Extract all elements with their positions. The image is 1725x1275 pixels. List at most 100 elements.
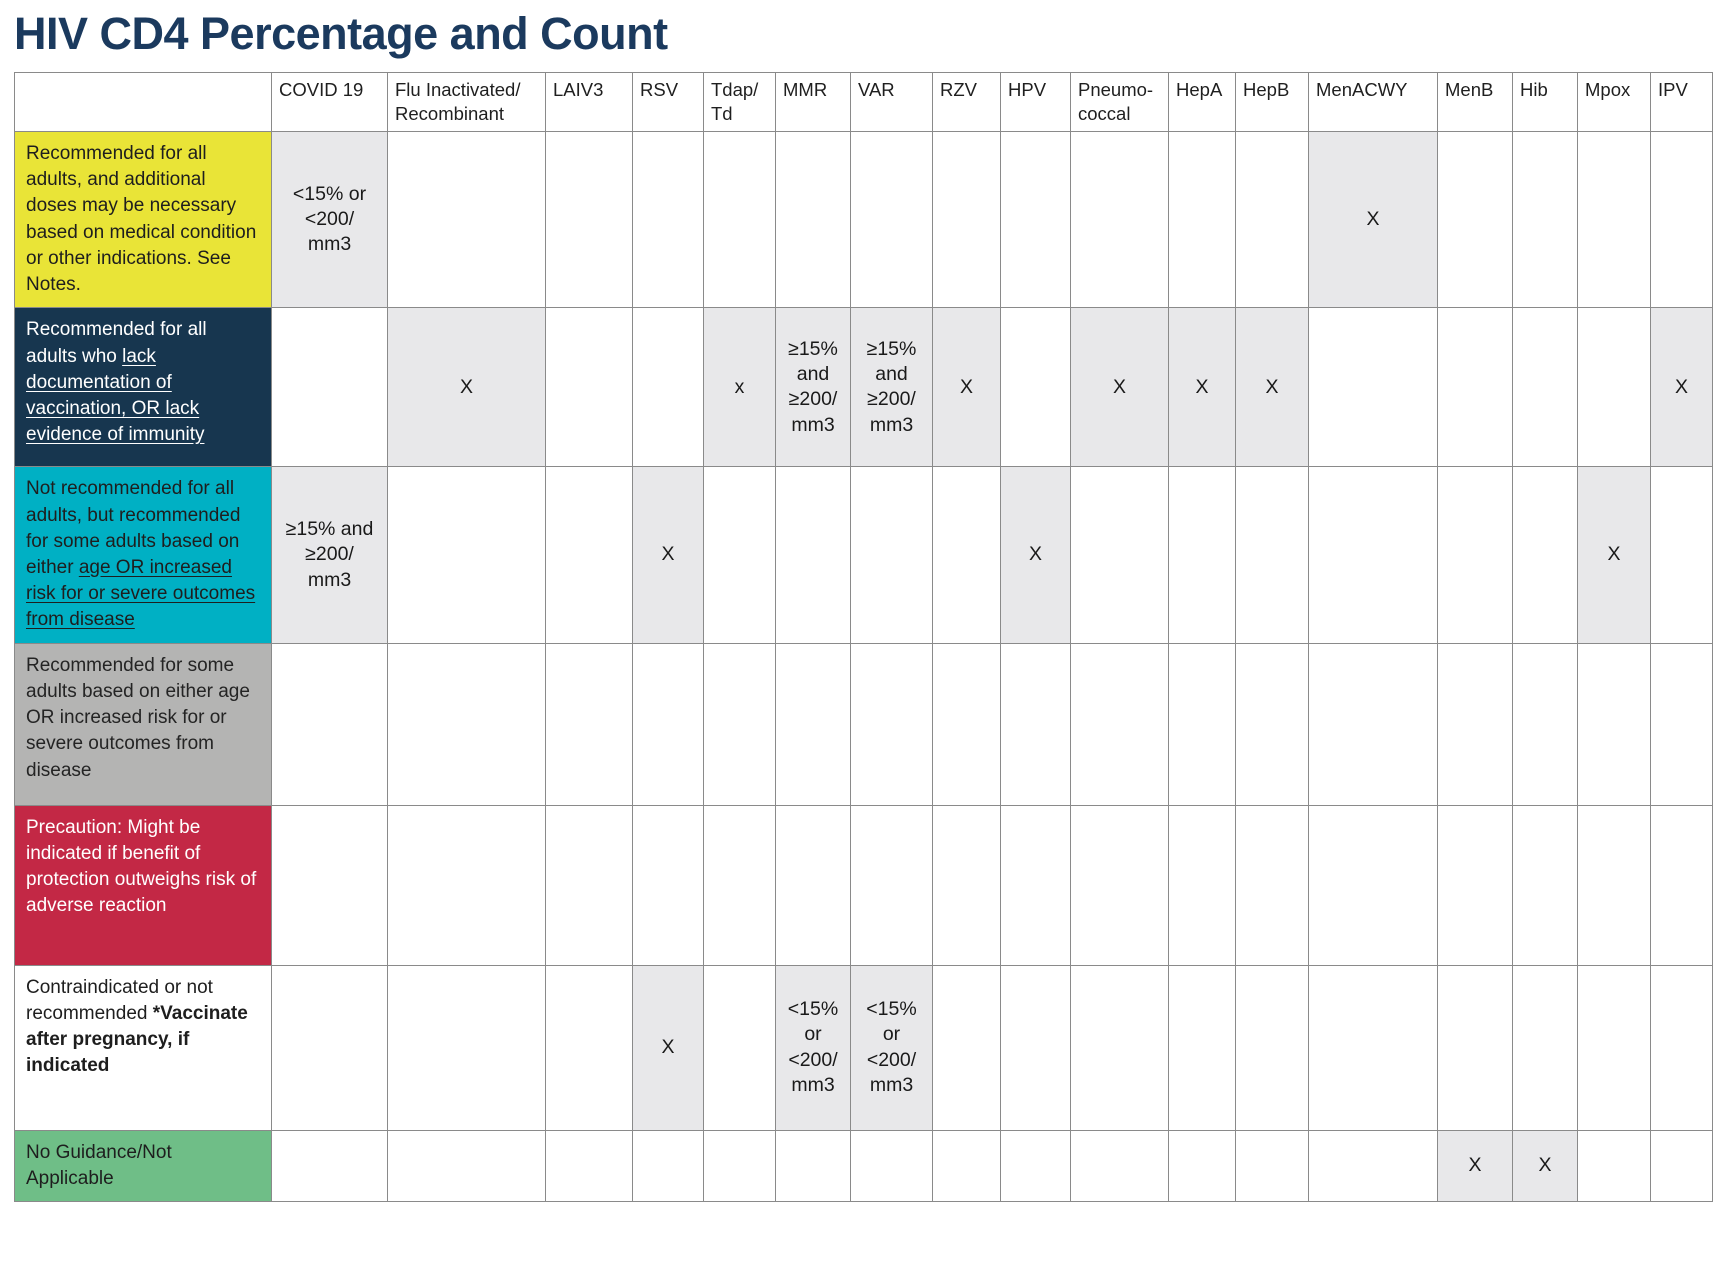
- cell-no-guidance-mmr: [775, 1129, 851, 1203]
- cell-contraindicated-tdap: [703, 964, 776, 1131]
- cell-all-adults-flu: [387, 130, 546, 309]
- col-header-hepa: HepA: [1168, 72, 1236, 132]
- cell-all-adults-rzv: [932, 130, 1001, 309]
- cell-no-guidance-hepa: [1168, 1129, 1236, 1203]
- cell-no-guidance-tdap: [703, 1129, 776, 1203]
- row-label-text: Not recommended for all adults, but reco…: [26, 478, 241, 578]
- vaccine-recommendation-table: COVID 19 Flu Inactivated/ Recombinant LAIV…: [14, 72, 1713, 1203]
- row-label-text: lack documentation of vaccination, OR la…: [26, 345, 205, 446]
- row-no-guidance: No Guidance/Not Applicable X X: [14, 1129, 1713, 1203]
- cell-no-guidance-menb: X: [1437, 1129, 1513, 1203]
- cell-all-adults-hib: [1512, 130, 1578, 309]
- cell-precaution-var: [850, 804, 933, 966]
- row-label-some-adults: Recommended for some adults based on eit…: [14, 642, 272, 806]
- cell-lack-documentation-menacwy: [1308, 307, 1438, 468]
- cell-some-adults-hpv: [1000, 642, 1071, 806]
- row-label-no-guidance: No Guidance/Not Applicable: [14, 1129, 272, 1203]
- cell-precaution-menb: [1437, 804, 1513, 966]
- cell-lack-documentation-pneumococcal: X: [1070, 307, 1169, 468]
- cell-not-recommended-all-hepb: [1235, 466, 1309, 644]
- row-label-text: No Guidance/Not Applicable: [26, 1141, 172, 1189]
- corner-cell: [14, 72, 272, 132]
- cell-no-guidance-rsv: [632, 1129, 704, 1203]
- cell-no-guidance-covid19: [271, 1129, 388, 1203]
- row-label-text: Recommended for all adults who: [26, 319, 207, 367]
- cell-lack-documentation-hpv: [1000, 307, 1071, 468]
- col-header-hib: Hib: [1512, 72, 1578, 132]
- row-label-text: Precaution: Might be indicated if benefi…: [26, 816, 257, 917]
- cell-contraindicated-mmr: <15% or <200/ mm3: [775, 964, 851, 1131]
- col-header-hepb: HepB: [1235, 72, 1309, 132]
- row-label-text: Contraindicated or not recommended: [26, 976, 213, 1024]
- col-header-rsv: RSV: [632, 72, 704, 132]
- cell-precaution-mmr: [775, 804, 851, 966]
- cell-precaution-rzv: [932, 804, 1001, 966]
- cell-some-adults-rsv: [632, 642, 704, 806]
- cell-precaution-rsv: [632, 804, 704, 966]
- cell-all-adults-covid19: <15% or <200/ mm3: [271, 130, 388, 309]
- cell-not-recommended-all-rsv: X: [632, 466, 704, 644]
- cell-no-guidance-ipv: [1650, 1129, 1713, 1203]
- cell-contraindicated-menacwy: [1308, 964, 1438, 1131]
- table-header: COVID 19 Flu Inactivated/ Recombinant LAIV…: [14, 72, 1713, 132]
- cell-no-guidance-pneumococcal: [1070, 1129, 1169, 1203]
- cell-lack-documentation-hepa: X: [1168, 307, 1236, 468]
- cell-all-adults-laiv3: [545, 130, 633, 309]
- cell-some-adults-hepb: [1235, 642, 1309, 806]
- cell-precaution-tdap: [703, 804, 776, 966]
- cell-some-adults-hib: [1512, 642, 1578, 806]
- cell-lack-documentation-rsv: [632, 307, 704, 468]
- cell-contraindicated-hib: [1512, 964, 1578, 1131]
- cell-lack-documentation-covid19: [271, 307, 388, 468]
- cell-contraindicated-flu: [387, 964, 546, 1131]
- col-header-covid19: COVID 19: [271, 72, 388, 132]
- row-precaution: Precaution: Might be indicated if benefi…: [14, 804, 1713, 966]
- cell-all-adults-hepb: [1235, 130, 1309, 309]
- cell-all-adults-mmr: [775, 130, 851, 309]
- cell-no-guidance-flu: [387, 1129, 546, 1203]
- row-some-adults: Recommended for some adults based on eit…: [14, 642, 1713, 806]
- cell-not-recommended-all-covid19: ≥15% and ≥200/ mm3: [271, 466, 388, 644]
- col-header-rzv: RZV: [932, 72, 1001, 132]
- cell-all-adults-hepa: [1168, 130, 1236, 309]
- cell-not-recommended-all-hib: [1512, 466, 1578, 644]
- cell-lack-documentation-hib: [1512, 307, 1578, 468]
- cell-no-guidance-hib: X: [1512, 1129, 1578, 1203]
- row-contraindicated: Contraindicated or not recommended *Vacc…: [14, 964, 1713, 1131]
- col-header-var: VAR: [850, 72, 933, 132]
- cell-some-adults-rzv: [932, 642, 1001, 806]
- cell-contraindicated-hepa: [1168, 964, 1236, 1131]
- row-label-not-recommended-all: Not recommended for all adults, but reco…: [14, 466, 272, 644]
- cell-lack-documentation-mmr: ≥15% and ≥200/ mm3: [775, 307, 851, 468]
- cell-no-guidance-hpv: [1000, 1129, 1071, 1203]
- cell-some-adults-var: [850, 642, 933, 806]
- col-header-ipv: IPV: [1650, 72, 1713, 132]
- cell-contraindicated-hepb: [1235, 964, 1309, 1131]
- col-header-hpv: HPV: [1000, 72, 1071, 132]
- row-label-all-adults: Recommended for all adults, and addition…: [14, 130, 272, 309]
- cell-all-adults-tdap: [703, 130, 776, 309]
- cell-some-adults-laiv3: [545, 642, 633, 806]
- row-all-adults: Recommended for all adults, and addition…: [14, 130, 1713, 309]
- cell-all-adults-hpv: [1000, 130, 1071, 309]
- cell-all-adults-ipv: [1650, 130, 1713, 309]
- cell-not-recommended-all-mmr: [775, 466, 851, 644]
- cell-precaution-menacwy: [1308, 804, 1438, 966]
- cell-precaution-hpv: [1000, 804, 1071, 966]
- table-body: Recommended for all adults, and addition…: [14, 130, 1713, 1203]
- cell-some-adults-flu: [387, 642, 546, 806]
- cell-all-adults-rsv: [632, 130, 704, 309]
- row-label-text: age OR increased risk for or severe outc…: [26, 556, 256, 631]
- col-header-pneumococcal: Pneumo- coccal: [1070, 72, 1169, 132]
- cell-all-adults-menacwy: X: [1308, 130, 1438, 309]
- row-label-precaution: Precaution: Might be indicated if benefi…: [14, 804, 272, 966]
- cell-contraindicated-rsv: X: [632, 964, 704, 1131]
- row-label-text: *Vaccinate after pregnancy, if indicated: [26, 1002, 248, 1077]
- cell-lack-documentation-menb: [1437, 307, 1513, 468]
- cell-not-recommended-all-laiv3: [545, 466, 633, 644]
- cell-lack-documentation-tdap: x: [703, 307, 776, 468]
- cell-precaution-hepb: [1235, 804, 1309, 966]
- cell-contraindicated-laiv3: [545, 964, 633, 1131]
- cell-not-recommended-all-tdap: [703, 466, 776, 644]
